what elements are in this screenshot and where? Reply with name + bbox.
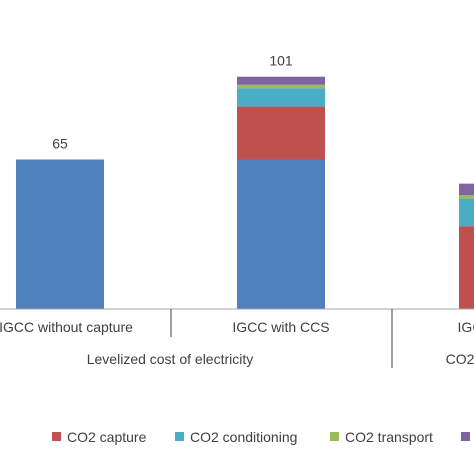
legend-item: CO2 transport <box>330 429 433 445</box>
bar-segment <box>459 183 474 196</box>
group-label: CO2 <box>446 351 474 367</box>
total-labels-layer: 65 101 <box>52 53 293 152</box>
bar-segment <box>459 226 474 309</box>
bar-segment <box>237 159 325 309</box>
bar-segment <box>237 106 325 160</box>
bar-segment <box>16 159 104 309</box>
legend-swatch <box>175 432 184 441</box>
bars-layer <box>16 76 474 309</box>
legend-label: CO2 transport <box>345 429 433 445</box>
data-label: 101 <box>269 53 293 69</box>
legend-item <box>461 432 470 441</box>
legend-label: CO2 conditioning <box>190 429 297 445</box>
data-label: 65 <box>52 136 68 152</box>
category-label: IGC <box>458 319 474 335</box>
bar-segment <box>237 84 325 89</box>
bar-segment <box>237 88 325 107</box>
legend-swatch <box>52 432 61 441</box>
legend-swatch <box>461 432 470 441</box>
legend-swatch <box>330 432 339 441</box>
bar-segment <box>237 76 325 85</box>
group-labels-layer: Levelized cost of electricity CO2 <box>87 351 474 367</box>
legend-item: CO2 capture <box>52 429 147 445</box>
group-label: Levelized cost of electricity <box>87 351 254 367</box>
bar-segment <box>459 195 474 199</box>
bar-segment <box>459 198 474 227</box>
x-axis <box>0 308 474 368</box>
category-label: IGCC without capture <box>0 319 133 335</box>
category-label: IGCC with CCS <box>232 319 329 335</box>
legend-item: CO2 conditioning <box>175 429 297 445</box>
legend-label: CO2 capture <box>67 429 147 445</box>
category-labels-layer: IGCC without capture IGCC with CCS IGC <box>0 319 474 335</box>
